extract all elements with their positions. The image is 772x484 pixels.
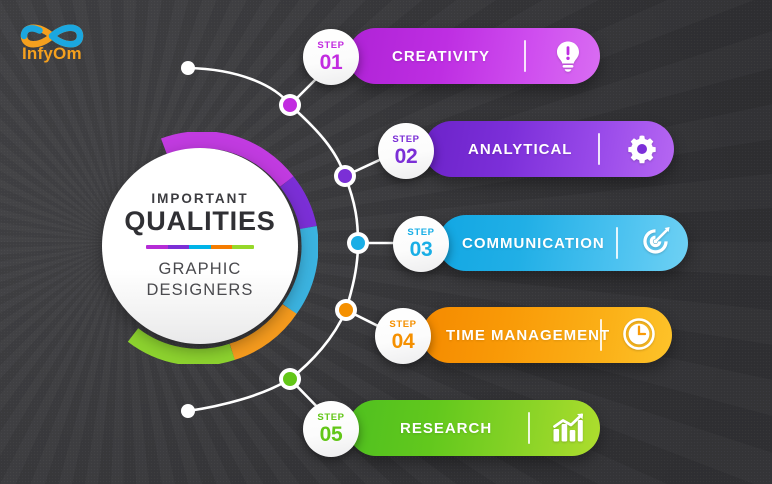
step-label-2: STEP: [392, 134, 420, 146]
step-bar-research[interactable]: RESEARCH: [348, 400, 600, 456]
hub-subtitle-line1: GRAPHIC: [158, 259, 242, 278]
brand-name: InfyOm: [22, 44, 82, 63]
node-4: [335, 299, 357, 321]
ring-seg-1: [161, 132, 294, 187]
gear-icon: [625, 132, 659, 166]
target-icon: [640, 225, 674, 259]
step-bar-time-management[interactable]: TIME MANAGEMENT: [422, 307, 672, 363]
step-bar-communication[interactable]: COMMUNICATION: [438, 215, 688, 271]
step-circle-3[interactable]: STEP 03: [393, 216, 449, 272]
divider-seg-4: [210, 244, 233, 249]
terminal-dot-bottom: [181, 404, 195, 418]
hub-subtitle-line2: DESIGNERS: [146, 280, 254, 299]
node-1: [279, 94, 301, 116]
bar-title-2: ANALYTICAL: [468, 140, 573, 158]
divider-seg-3: [189, 244, 211, 249]
bar-title-3: COMMUNICATION: [462, 234, 605, 252]
bar-separator-2: [598, 133, 600, 165]
step-number-3: 03: [409, 237, 433, 261]
hub-title: QUALITIES: [124, 206, 276, 237]
step-number-5: 05: [319, 422, 343, 446]
node-3: [347, 232, 369, 254]
bar-separator-3: [616, 227, 618, 259]
bar-title-5: RESEARCH: [400, 419, 493, 437]
step-circle-4[interactable]: STEP 04: [375, 308, 431, 364]
step-label-1: STEP: [317, 40, 345, 52]
hub-disc: IMPORTANT QUALITIES GRAPHIC DESIGNERS: [102, 148, 298, 344]
bar-separator-5: [528, 412, 530, 444]
central-hub: IMPORTANT QUALITIES GRAPHIC DESIGNERS: [86, 132, 318, 364]
divider-seg-2: [167, 244, 190, 249]
step-number-4: 04: [391, 329, 415, 353]
brand-logo: [14, 12, 106, 74]
bar-title-4: TIME MANAGEMENT: [446, 326, 611, 344]
terminal-dot-top: [181, 61, 195, 75]
node-2: [334, 165, 356, 187]
clock-icon: [622, 317, 656, 351]
growth-chart-icon: [551, 411, 585, 445]
lightbulb-icon: [551, 39, 585, 73]
step-number-2: 02: [394, 144, 418, 168]
step-number-1: 01: [319, 50, 343, 74]
step-circle-5[interactable]: STEP 05: [303, 401, 359, 457]
infinity-icon: [20, 24, 84, 48]
step-label-5: STEP: [317, 412, 345, 424]
hub-progress-ring: [127, 132, 318, 364]
divider-seg-5: [232, 244, 254, 249]
divider-seg-1: [146, 244, 168, 249]
ring-seg-5: [127, 328, 235, 364]
step-circle-1[interactable]: STEP 01: [303, 29, 359, 85]
ring-seg-4: [229, 304, 297, 360]
ring-seg-2: [280, 176, 317, 230]
ring-seg-3: [282, 226, 318, 314]
step-bar-creativity[interactable]: CREATIVITY: [348, 28, 600, 84]
hub-eyebrow: IMPORTANT: [151, 191, 249, 207]
node-5: [279, 368, 301, 390]
step-label-3: STEP: [407, 227, 435, 239]
bar-title-1: CREATIVITY: [392, 47, 491, 65]
step-bar-analytical[interactable]: ANALYTICAL: [424, 121, 674, 177]
step-circle-2[interactable]: STEP 02: [378, 123, 434, 179]
hub-divider: [146, 244, 254, 249]
bar-separator-4: [600, 319, 602, 351]
step-label-4: STEP: [389, 319, 417, 331]
bar-separator-1: [524, 40, 526, 72]
